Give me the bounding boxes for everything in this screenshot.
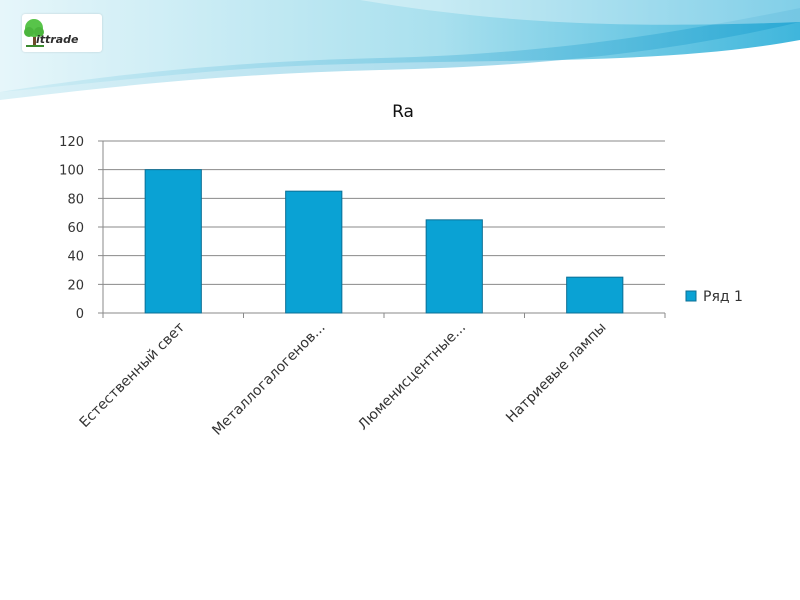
chart-title: Ra: [392, 102, 414, 122]
y-tick-label: 80: [67, 192, 84, 207]
x-tick-label: Естественный свет: [77, 320, 188, 431]
legend-label: Ряд 1: [703, 289, 743, 305]
y-tick-labels: 0 20 40 60 80 100 120: [59, 135, 84, 322]
y-tick-label: 20: [67, 278, 84, 293]
tree-icon: [24, 19, 44, 47]
header-band: [0, 0, 800, 100]
x-tick-label: Натриевые лампы: [503, 320, 609, 426]
brand-logo: [22, 14, 102, 52]
bar: [566, 276, 624, 314]
y-tick-label: 40: [67, 250, 84, 265]
x-tick-labels: Естественный свет Металлогалогенов... Люме…: [77, 320, 610, 439]
y-tick-label: 120: [59, 135, 84, 150]
y-tick-label: 60: [67, 221, 84, 236]
brand-logo-text: ittrade: [36, 33, 79, 46]
y-tick-label: 100: [59, 164, 84, 179]
legend-swatch: [685, 290, 697, 302]
y-tick-label: 0: [76, 307, 84, 322]
bar: [144, 169, 202, 314]
x-tick-label: Люменисцентные...: [355, 320, 469, 434]
bar: [285, 190, 343, 314]
legend: Ряд 1: [685, 289, 743, 305]
bars: [144, 169, 624, 314]
x-tick-label: Металлогалогенов...: [209, 320, 328, 439]
bar: [425, 219, 483, 314]
